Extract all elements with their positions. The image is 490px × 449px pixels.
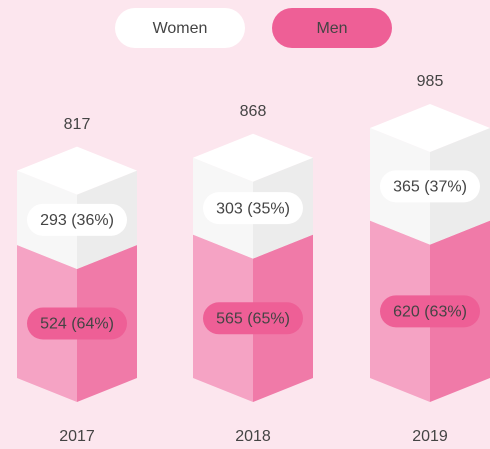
bar-top-face [17, 146, 137, 195]
value-pill [27, 307, 127, 340]
value-label: 565 (65%) [216, 311, 290, 328]
value-label: 293 (36%) [40, 212, 114, 229]
bar-top-face [370, 104, 490, 152]
legend-pill[interactable] [272, 8, 392, 48]
legend-label[interactable]: Women [153, 20, 208, 37]
x-tick-label: 2018 [235, 428, 271, 445]
value-label: 620 (63%) [393, 304, 467, 321]
legend-label[interactable]: Men [316, 20, 347, 37]
value-pill [380, 170, 480, 203]
value-pill [203, 192, 303, 225]
bar-top-face [193, 133, 313, 182]
value-label: 303 (35%) [216, 200, 290, 217]
value-label: 365 (37%) [393, 179, 467, 196]
legend-pill[interactable] [115, 8, 245, 48]
value-label: 524 (64%) [40, 316, 114, 333]
value-pill [380, 295, 480, 328]
total-label: 985 [417, 73, 444, 90]
value-pill [27, 203, 127, 236]
x-tick-label: 2019 [412, 428, 448, 445]
x-tick-label: 2017 [59, 428, 95, 445]
total-label: 817 [64, 116, 91, 133]
value-pill [203, 302, 303, 335]
total-label: 868 [240, 103, 267, 120]
